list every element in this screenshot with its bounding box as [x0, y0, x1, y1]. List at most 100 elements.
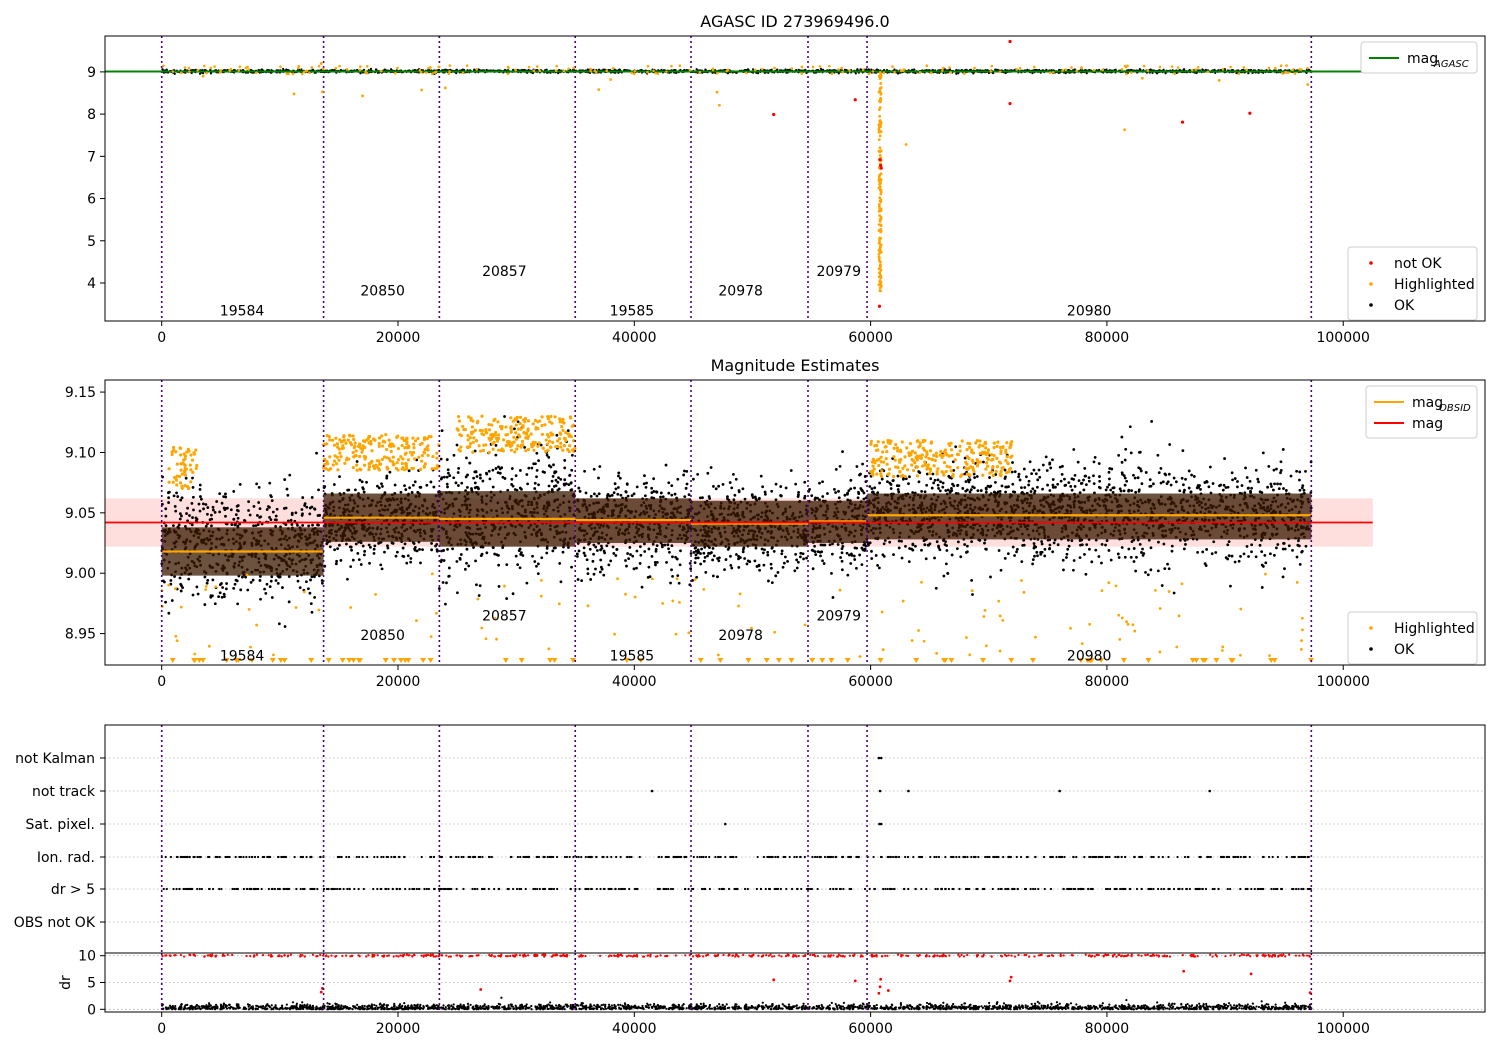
ok-point [514, 554, 518, 558]
ok-point [549, 465, 553, 469]
highlighted-point [929, 71, 933, 75]
ok-point [533, 481, 537, 485]
highlighted-point [878, 153, 882, 157]
ok-point [164, 507, 168, 511]
highlighted-point [1298, 68, 1301, 71]
highlighted-point [1123, 64, 1127, 68]
ok-point [230, 523, 234, 527]
ok-point [663, 543, 667, 547]
ok-point [503, 415, 506, 418]
ok-point [294, 511, 298, 515]
ok-point [313, 595, 317, 599]
highlighted-point [433, 71, 437, 74]
panel-title: AGASC ID 273969496.0 [700, 12, 889, 31]
ok-point [257, 486, 261, 489]
ok-point [210, 513, 213, 517]
highlighted-point [1125, 72, 1128, 76]
ok-point [218, 510, 222, 514]
ok-point [413, 547, 416, 551]
ok-point [660, 545, 664, 549]
ok-point [454, 481, 458, 485]
ok-point [598, 465, 602, 468]
ok-point [206, 578, 210, 582]
ok-point [670, 493, 674, 497]
ok-point [583, 469, 586, 473]
ok-point [220, 501, 224, 505]
ok-point [667, 491, 671, 495]
ok-point [614, 487, 618, 491]
highlighted-point [1196, 66, 1200, 69]
ok-point [224, 514, 227, 518]
highlighted-point [514, 68, 517, 72]
ok-point [552, 463, 555, 467]
ok-point [1201, 68, 1204, 71]
ok-point [385, 476, 389, 480]
ok-point [518, 469, 522, 472]
highlighted-point [678, 64, 682, 68]
not-ok-point [877, 304, 882, 308]
highlighted-point [1284, 70, 1287, 74]
ok-point [589, 578, 593, 581]
ok-point [726, 72, 730, 75]
ok-point [269, 518, 273, 522]
ok-point [301, 523, 305, 527]
ok-point [270, 596, 274, 599]
highlighted-point [879, 243, 883, 247]
ok-point [246, 588, 250, 592]
ok-point [1162, 68, 1165, 71]
ok-point [595, 549, 599, 552]
ok-point [629, 553, 632, 556]
ok-point [369, 545, 372, 549]
highlighted-point [291, 72, 295, 76]
highlighted-point [989, 70, 993, 73]
ok-point [498, 471, 502, 475]
ok-point [276, 581, 280, 585]
ok-point [473, 481, 477, 485]
highlighted-point [1146, 69, 1150, 72]
highlighted-point [877, 252, 881, 256]
ok-point [670, 568, 673, 572]
highlighted-point [461, 71, 465, 75]
ok-point [202, 507, 205, 511]
ok-point [788, 68, 791, 71]
ok-point [608, 494, 612, 498]
ok-point [198, 487, 202, 491]
highlighted-point [879, 275, 883, 279]
highlighted-point [305, 69, 309, 73]
ok-point [274, 514, 278, 518]
highlighted-point [1158, 65, 1162, 69]
highlighted-point [465, 64, 469, 67]
ok-point [215, 500, 219, 503]
ok-point [491, 546, 495, 549]
ok-point [229, 508, 233, 512]
ok-point [265, 508, 269, 511]
ok-point [516, 420, 520, 424]
ok-point [627, 557, 631, 561]
highlighted-point [555, 64, 558, 68]
ok-point [677, 581, 681, 585]
highlighted-point [319, 62, 323, 65]
ok-point [204, 524, 208, 528]
highlighted-point [361, 94, 364, 98]
ok-point [386, 544, 389, 548]
ok-point [164, 600, 168, 604]
highlighted-point [893, 70, 896, 74]
highlighted-point [837, 68, 840, 71]
ok-point [380, 482, 383, 486]
highlighted-point [827, 64, 831, 68]
highlighted-point [285, 72, 289, 76]
ok-point [194, 519, 198, 523]
ok-point [224, 587, 228, 591]
ok-point [586, 567, 590, 571]
obsid-label: 20857 [482, 264, 527, 280]
ok-point [676, 574, 680, 577]
ok-point [683, 495, 687, 499]
ok-point [569, 481, 573, 485]
ok-point [233, 582, 237, 586]
ok-point [685, 469, 689, 473]
ok-point [683, 469, 686, 473]
ok-point [664, 463, 668, 467]
highlighted-point [247, 68, 250, 71]
ok-point [254, 524, 258, 528]
highlighted-point [1015, 68, 1019, 71]
